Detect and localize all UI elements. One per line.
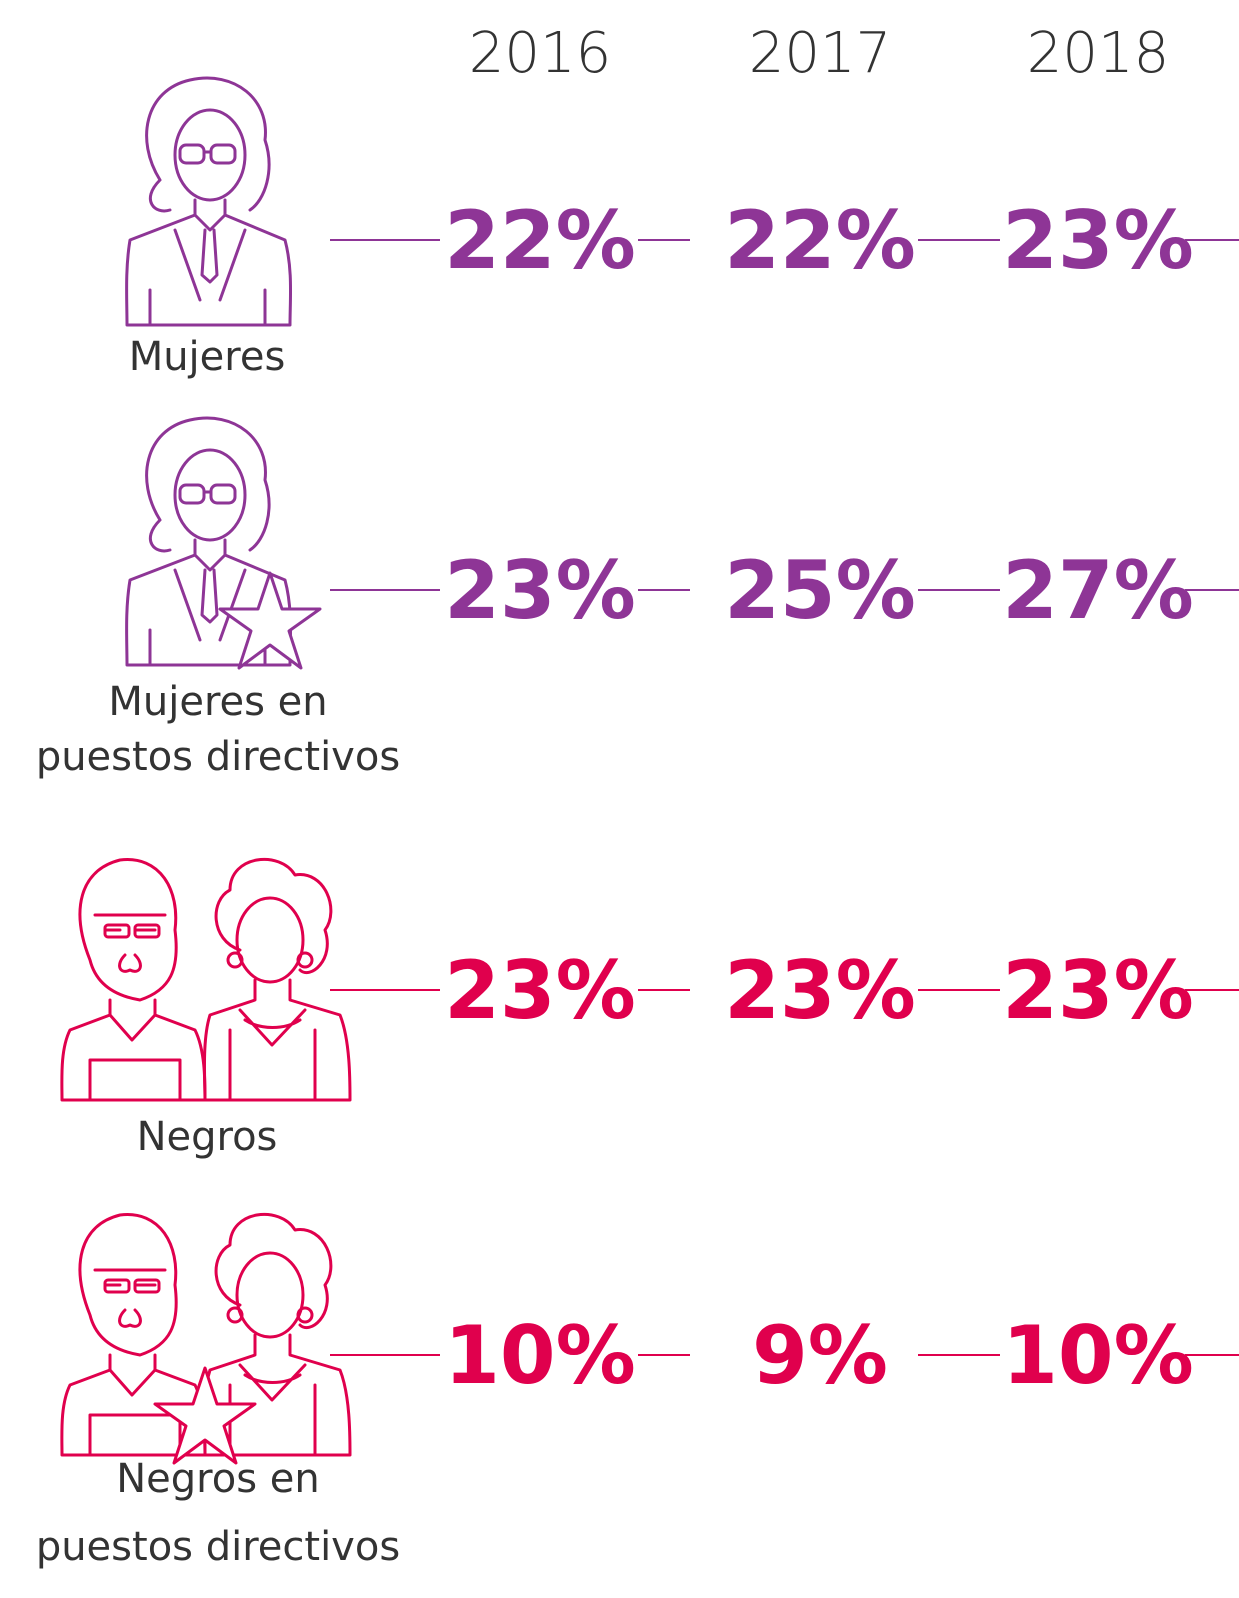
year-label: 2017 [749,21,892,86]
percent-value: 23% [444,944,635,1037]
percent-value: 23% [444,544,635,637]
percent-value: 9% [752,1309,888,1402]
percent-value: 10% [1002,1309,1193,1402]
row-icon [60,1212,352,1465]
year-label: 2016 [469,21,612,86]
row-label: Mujeres [129,334,286,380]
percent-value: 25% [724,544,915,637]
star-icon [218,571,322,670]
row-icon [60,857,352,1102]
row-icon [125,76,293,327]
couple-icon [60,857,352,1102]
row-label: puestos directivos [36,734,400,780]
row-label: puestos directivos [36,1524,400,1570]
percent-value: 23% [1002,194,1193,287]
year-label: 2018 [1027,21,1170,86]
percent-value: 22% [724,194,915,287]
percent-value: 23% [1002,944,1193,1037]
row-label: Mujeres en [108,679,327,725]
woman-icon [125,76,293,327]
row-label: Negros [137,1114,278,1160]
percent-value: 27% [1002,544,1193,637]
percent-value: 22% [444,194,635,287]
row-label: Negros en [116,1456,319,1502]
percent-value: 10% [444,1309,635,1402]
percent-value: 23% [724,944,915,1037]
row-icon [125,416,322,670]
